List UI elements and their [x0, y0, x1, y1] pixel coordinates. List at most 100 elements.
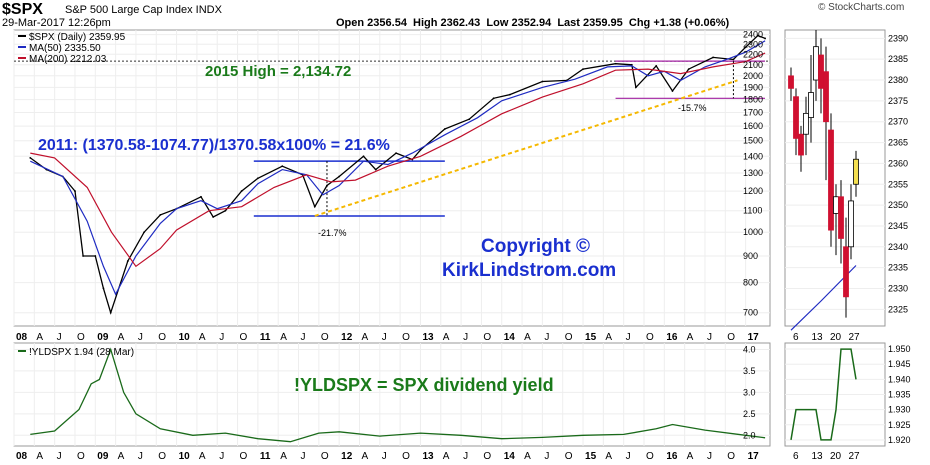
zoom-yield-y-tick: 1.930 — [888, 405, 911, 415]
yield-x-tick: O — [158, 451, 166, 462]
zoom-yield-y-tick: 1.945 — [888, 359, 911, 369]
trendline — [314, 79, 738, 217]
spx-point — [212, 216, 215, 218]
stockcharts-watermark: © StockCharts.com — [818, 2, 905, 13]
price-x-tick: J — [626, 332, 631, 343]
yield-x-tick: 08 — [16, 451, 28, 462]
yield-x-tick: O — [483, 451, 491, 462]
price-x-tick: 14 — [504, 332, 516, 343]
yield-x-tick: O — [240, 451, 248, 462]
annotation-2011-drop: -21.7% — [318, 228, 347, 238]
yield-x-tick: A — [524, 451, 531, 462]
zoom-x-tick: 27 — [849, 332, 861, 343]
copyright-line: Copyright © — [481, 236, 590, 257]
zoom-x-tick: 6 — [793, 332, 799, 343]
price-x-tick: A — [605, 332, 612, 343]
spx-point — [159, 213, 162, 216]
yield-y-tick: 2.5 — [743, 409, 756, 419]
zoom-y-tick: 2360 — [888, 158, 908, 168]
price-x-tick: O — [402, 332, 410, 343]
zoom-yield-y-tick: 1.920 — [888, 435, 911, 445]
candle-body — [828, 129, 834, 231]
zoom-y-tick: 2365 — [888, 138, 908, 148]
price-y-tick: 1300 — [743, 168, 763, 178]
spx-point — [756, 34, 759, 37]
yield-y-tick: 4.0 — [743, 344, 756, 354]
annotation-yield: !YLDSPX = SPX dividend yield — [294, 375, 554, 395]
spx-point — [655, 64, 658, 67]
zoom-y-tick: 2380 — [888, 75, 908, 85]
spx-point — [395, 152, 397, 154]
spx-point — [744, 46, 747, 49]
series-yield-zoom — [790, 348, 857, 441]
legend-ma50: MA(50) 2335.50 — [29, 43, 101, 54]
yield-x-tick: J — [138, 451, 143, 462]
spx-point — [102, 287, 105, 290]
legend-spx: $SPX (Daily) 2359.95 — [29, 32, 126, 43]
price-x-tick: 15 — [585, 332, 597, 343]
spx-point — [492, 97, 495, 100]
zoom-y-tick: 2355 — [888, 179, 908, 189]
candle-body — [808, 92, 814, 118]
spx-point — [764, 37, 767, 40]
price-y-tick: 800 — [743, 278, 758, 288]
yield-x-tick: 13 — [422, 451, 434, 462]
yield-x-tick: 09 — [97, 451, 109, 462]
candle-body — [788, 75, 794, 89]
spx-point — [374, 168, 377, 171]
chart-symbol: $SPX — [2, 1, 43, 18]
yield-x-tick: 11 — [260, 451, 271, 462]
price-x-tick: A — [280, 332, 287, 343]
spx-point — [468, 118, 471, 121]
yield-x-tick: 16 — [666, 451, 678, 462]
main-price-panel — [13, 29, 771, 327]
price-x-tick: A — [199, 332, 206, 343]
spx-point — [732, 58, 735, 61]
spx-point — [313, 205, 316, 208]
price-y-tick: 1400 — [743, 151, 763, 161]
series-ma50 — [30, 40, 766, 296]
candle-body — [843, 246, 849, 298]
zoom-yield-y-tick: 1.950 — [888, 344, 911, 354]
price-x-tick: 12 — [341, 332, 353, 343]
price-y-tick: 1700 — [743, 107, 763, 117]
price-x-tick: J — [57, 332, 62, 343]
zoom-x-tick: 13 — [812, 332, 824, 343]
zoom-y-tick: 2340 — [888, 242, 908, 252]
spx-point — [508, 93, 511, 96]
price-y-tick: 2000 — [743, 71, 763, 81]
yield-x-tick: 17 — [748, 451, 760, 462]
zoom-y-tick: 2390 — [888, 33, 908, 43]
zoom-yield-x-tick: 13 — [812, 451, 824, 462]
price-x-tick: O — [158, 332, 166, 343]
series-spx — [29, 34, 766, 315]
price-x-tick: A — [443, 332, 450, 343]
spx-point — [419, 149, 422, 151]
zoom-yield-y-tick: 1.940 — [888, 374, 911, 384]
price-y-tick: 2100 — [743, 60, 763, 70]
yield-y-tick: 3.5 — [743, 366, 756, 376]
price-y-tick: 1500 — [743, 136, 763, 146]
zoom-y-tick: 2350 — [888, 200, 908, 210]
candle-body — [853, 158, 859, 185]
spx-point — [582, 68, 584, 71]
candle-body — [793, 96, 799, 139]
spx-point — [614, 62, 617, 65]
price-y-tick: 2300 — [743, 39, 763, 49]
spx-point — [634, 86, 637, 89]
spx-point — [126, 260, 129, 262]
zoom-price-panel — [784, 29, 886, 327]
annotation-2011-formula: 2011: (1370.58-1074.77)/1370.58x100% = 2… — [38, 137, 390, 154]
yield-x-tick: 15 — [585, 451, 597, 462]
spx-point — [443, 128, 446, 130]
candle-body — [823, 71, 829, 123]
spx-point — [82, 255, 84, 257]
price-y-tick: 2400 — [743, 30, 763, 40]
price-y-tick: 1100 — [743, 206, 762, 216]
spx-point — [630, 63, 633, 66]
price-y-tick: 1800 — [743, 95, 763, 105]
zoom-y-tick: 2385 — [888, 54, 908, 64]
price-y-tick: 1200 — [743, 186, 763, 196]
price-x-tick: 09 — [97, 332, 109, 343]
